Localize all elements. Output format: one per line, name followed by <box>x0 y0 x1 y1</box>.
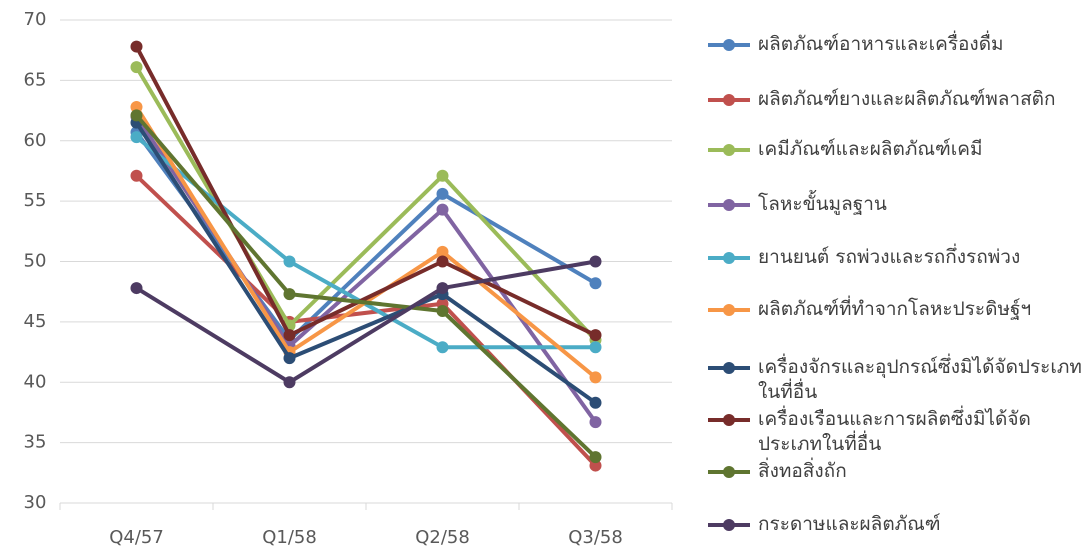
legend-label: เครื่องจักรและอุปกรณ์ซึ่งมิได้จัดประเภทใ… <box>758 356 1082 403</box>
legend-marker <box>723 94 735 106</box>
series-line <box>134 114 597 459</box>
legend-label: กระดาษและผลิตภัณฑ์ <box>758 513 941 535</box>
y-tick-label: 55 <box>24 190 47 211</box>
legend-label: สิ่งทอสิ่งถัก <box>758 460 847 482</box>
series-line <box>134 131 597 342</box>
y-tick-label: 30 <box>24 492 47 513</box>
series-line <box>135 259 596 385</box>
legend-marker <box>723 252 735 264</box>
data-point <box>130 131 143 144</box>
data-point <box>589 341 602 354</box>
data-point <box>283 255 296 268</box>
x-tick-label: Q3/58 <box>568 527 623 548</box>
y-tick-label: 50 <box>24 251 47 272</box>
y-tick-label: 45 <box>24 311 47 332</box>
x-tick-label: Q4/57 <box>109 527 164 548</box>
legend-label: ผลิตภัณฑ์ที่ทำจากโลหะประดิษฐ์ฯ <box>758 298 1032 320</box>
legend-label: เคมีภัณฑ์และผลิตภัณฑ์เคมี <box>758 138 983 160</box>
data-point <box>436 187 449 200</box>
data-point <box>436 341 449 354</box>
data-point <box>130 109 143 122</box>
data-point <box>589 277 602 290</box>
data-point <box>130 169 143 182</box>
data-point <box>589 329 602 342</box>
x-tick-label: Q2/58 <box>415 527 470 548</box>
data-point <box>436 282 449 295</box>
x-tick-label: Q1/58 <box>262 527 317 548</box>
data-point <box>436 255 449 268</box>
data-point <box>436 245 449 258</box>
y-tick-label: 65 <box>24 69 47 90</box>
series-line <box>134 121 597 405</box>
data-point <box>589 416 602 429</box>
data-point <box>130 61 143 74</box>
data-point <box>436 305 449 318</box>
data-point <box>283 288 296 301</box>
legend-marker <box>723 39 735 51</box>
y-tick-label: 60 <box>24 130 47 151</box>
data-point <box>130 282 143 295</box>
legend-marker <box>723 199 735 211</box>
data-point <box>130 40 143 53</box>
legend-label: ผลิตภัณฑ์อาหารและเครื่องดื่ม <box>758 33 1004 55</box>
data-point <box>283 376 296 389</box>
legend-label: เครื่องเรือนและการผลิตซึ่งมิได้จัดประเภท… <box>758 408 1031 455</box>
data-point <box>436 203 449 216</box>
legend-label: โลหะขั้นมูลฐาน <box>758 193 887 215</box>
series-line <box>134 45 597 338</box>
y-tick-label: 70 <box>24 9 47 30</box>
data-point <box>589 396 602 409</box>
y-tick-label: 35 <box>24 432 47 453</box>
data-point <box>589 255 602 268</box>
data-point <box>283 352 296 365</box>
data-point <box>130 100 143 113</box>
data-point <box>589 371 602 384</box>
legend-marker <box>723 362 735 374</box>
legend-marker <box>723 466 735 478</box>
legend-marker <box>723 304 735 316</box>
data-point <box>589 451 602 464</box>
data-point <box>283 329 296 342</box>
legend-label: ผลิตภัณฑ์ยางและผลิตภัณฑ์พลาสติก <box>758 88 1056 110</box>
legend-marker <box>723 414 735 426</box>
legend-label: ยานยนต์ รถพ่วงและรถกึ่งรถพ่วง <box>758 246 1021 268</box>
data-point <box>589 459 602 472</box>
series-line <box>134 66 597 342</box>
data-point <box>436 169 449 182</box>
legend-marker <box>723 144 735 156</box>
legend-marker <box>723 519 735 531</box>
y-tick-label: 40 <box>24 371 47 392</box>
